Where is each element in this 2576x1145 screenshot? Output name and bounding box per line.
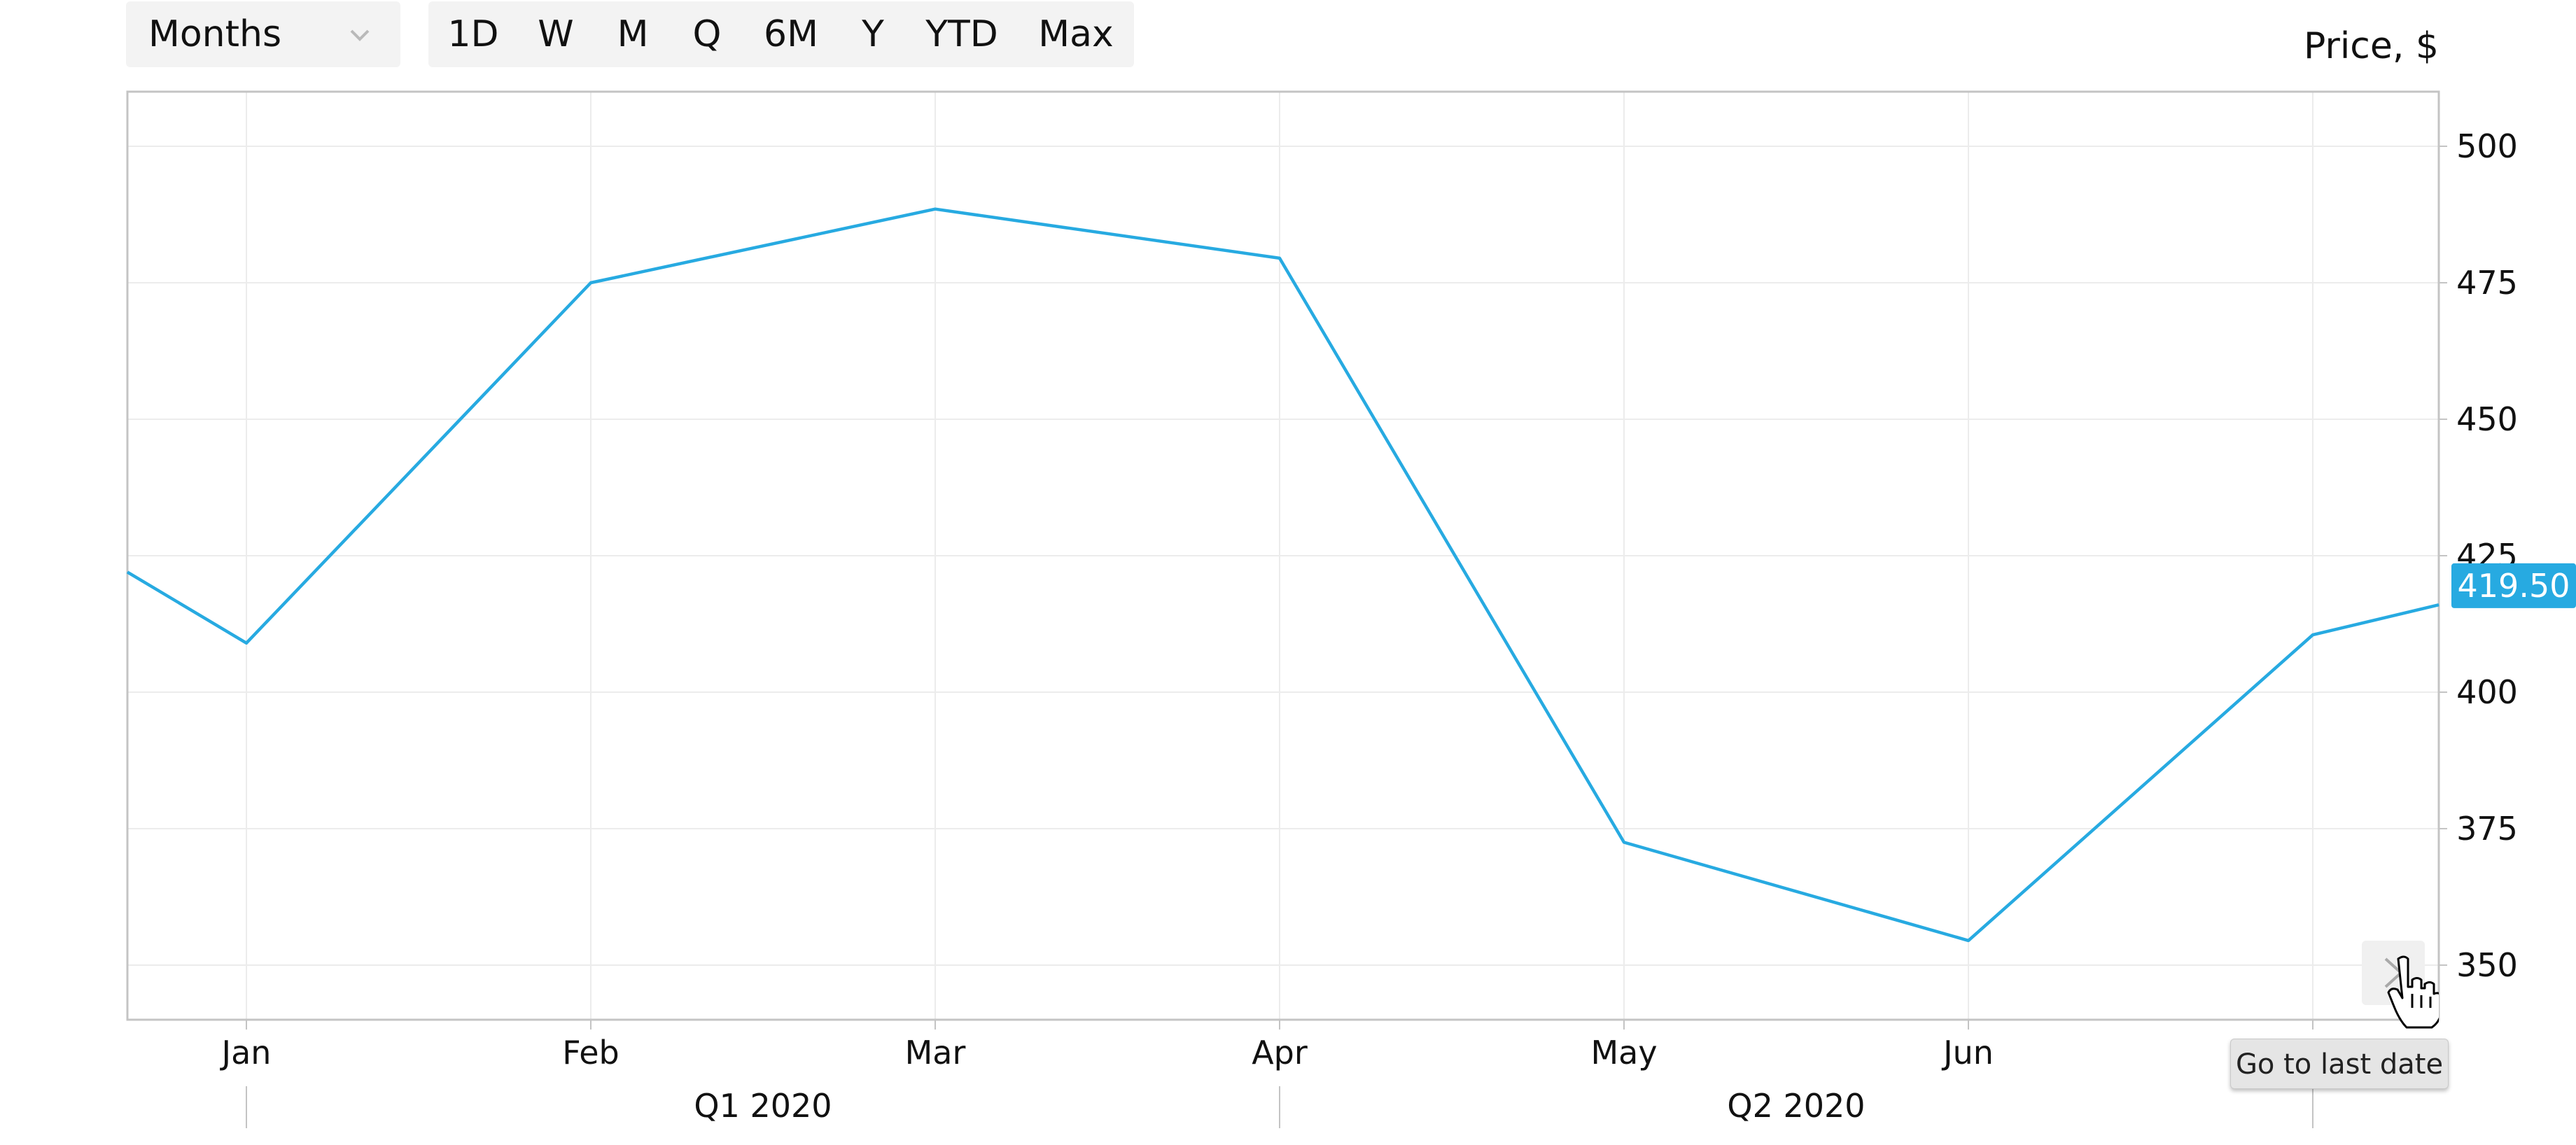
- quarter-label: Q1 2020: [694, 1087, 832, 1125]
- series-point: [1623, 842, 1625, 843]
- range-button-1d[interactable]: 1D: [447, 13, 499, 55]
- range-button-ytd[interactable]: YTD: [925, 13, 998, 55]
- chart-grid: [127, 92, 2439, 1020]
- last-value-badge: 419.50: [2451, 563, 2576, 608]
- period-select[interactable]: Months: [126, 1, 400, 67]
- price-series-points: [127, 209, 2440, 941]
- series-point: [246, 642, 247, 644]
- go-to-last-date-tooltip: Go to last date: [2230, 1039, 2449, 1089]
- period-select-value: Months: [148, 13, 282, 55]
- range-button-quarter[interactable]: Q: [692, 13, 722, 55]
- range-button-year[interactable]: Y: [862, 13, 884, 55]
- hand-pointer-icon: [2387, 955, 2439, 1029]
- last-value-label: 419.50: [2458, 567, 2570, 605]
- range-button-max[interactable]: Max: [1038, 13, 1114, 55]
- quarter-axis: Q1 2020 Q2 2020: [246, 1086, 2314, 1128]
- series-point: [1968, 940, 1969, 941]
- x-tick-label: Mar: [905, 1034, 966, 1072]
- y-tick-label: 375: [2456, 810, 2518, 848]
- y-tick-label: 350: [2456, 946, 2518, 984]
- x-axis: Jan Feb Mar Apr May Jun: [220, 1020, 2314, 1072]
- x-tick-label: May: [1590, 1034, 1657, 1072]
- y-tick-label: 500: [2456, 127, 2518, 165]
- x-tick-label: Feb: [562, 1034, 619, 1072]
- chart-toolbar: Months 1D W M Q 6M Y YTD Max Price, $: [0, 0, 2576, 91]
- chevron-down-icon: [350, 29, 370, 41]
- quarter-label: Q2 2020: [1727, 1087, 1865, 1125]
- price-series-line: [126, 207, 2440, 943]
- x-tick-label: Jan: [220, 1034, 272, 1072]
- y-tick-label: 475: [2456, 264, 2518, 302]
- range-button-6m[interactable]: 6M: [764, 13, 818, 55]
- range-button-month[interactable]: M: [617, 13, 649, 55]
- x-tick-label: Apr: [1252, 1034, 1308, 1072]
- y-tick-label: 400: [2456, 673, 2518, 711]
- y-tick-label: 450: [2456, 400, 2518, 438]
- range-buttons: 1D W M Q 6M Y YTD Max: [428, 1, 1134, 67]
- last-value-badge-bg: [2451, 563, 2576, 608]
- x-tick-label: Jun: [1941, 1034, 1994, 1072]
- range-button-week[interactable]: W: [538, 13, 574, 55]
- y-axis-title: Price, $: [2304, 25, 2439, 67]
